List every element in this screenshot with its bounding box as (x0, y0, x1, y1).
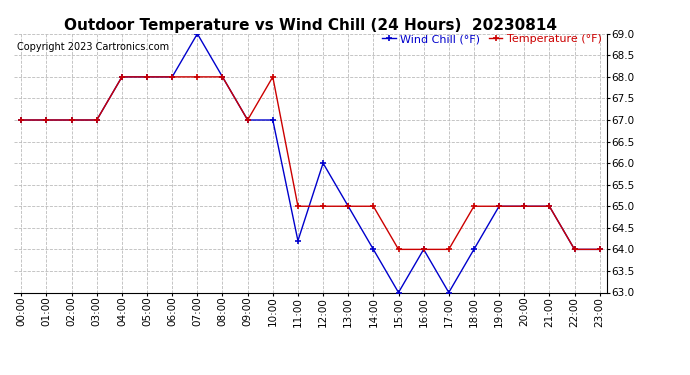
Legend: Wind Chill (°F), Temperature (°F): Wind Chill (°F), Temperature (°F) (378, 30, 606, 49)
Title: Outdoor Temperature vs Wind Chill (24 Hours)  20230814: Outdoor Temperature vs Wind Chill (24 Ho… (64, 18, 557, 33)
Text: Copyright 2023 Cartronics.com: Copyright 2023 Cartronics.com (17, 42, 169, 51)
